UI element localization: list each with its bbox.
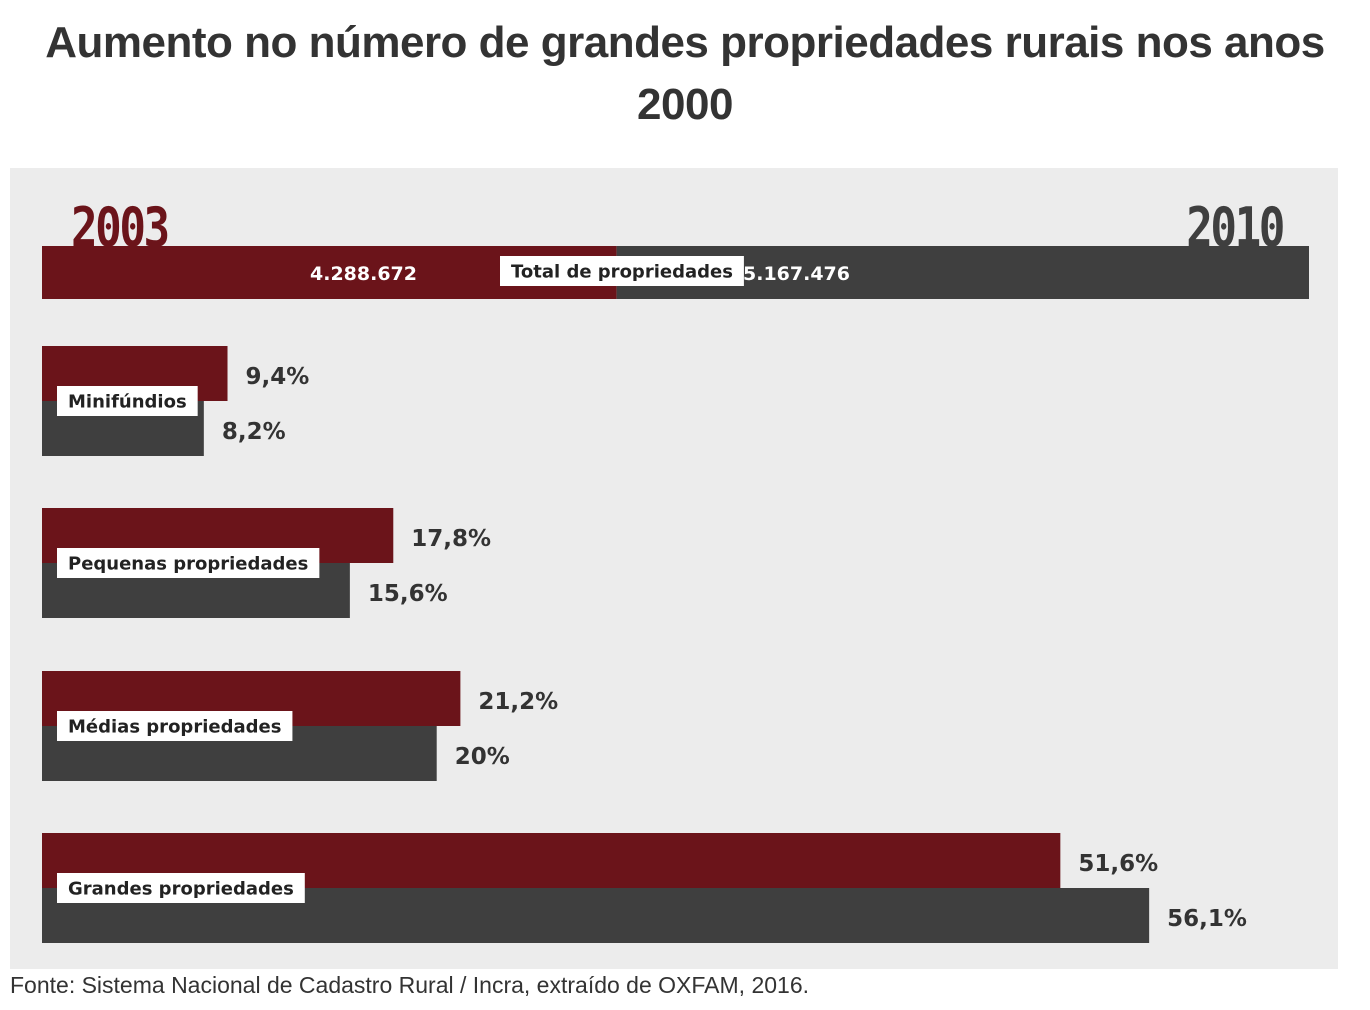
value-label-2010-minifundios: 8,2% xyxy=(222,419,286,445)
category-label-medias-propriedades-box xyxy=(57,711,293,741)
chart-panel: 2003 2010 4.288.672 5.167.476 Total de propr… xyxy=(10,168,1338,969)
value-label-2003-medias-propriedades: 21,2% xyxy=(478,689,558,715)
category-label-grandes-propriedades: Grandes propriedades xyxy=(68,878,294,899)
category-label-pequenas-propriedades-box xyxy=(57,548,320,578)
value-label-2010-grandes-propriedades: 56,1% xyxy=(1167,906,1247,932)
category-label-grandes-propriedades-box xyxy=(57,873,305,903)
total-label-box xyxy=(500,256,744,286)
total-label: Total de propriedades xyxy=(511,261,733,282)
value-label-2010-medias-propriedades: 20% xyxy=(455,744,510,770)
total-value-2010: 5.167.476 xyxy=(743,263,850,285)
value-label-2003-grandes-propriedades: 51,6% xyxy=(1078,851,1158,877)
category-label-minifundios: Minifúndios xyxy=(68,391,187,412)
chart-title: Aumento no número de grandes propriedade… xyxy=(45,18,1325,129)
source-note: Fonte: Sistema Nacional de Cadastro Rura… xyxy=(10,972,810,998)
value-label-2010-pequenas-propriedades: 15,6% xyxy=(368,581,448,607)
value-label-2003-pequenas-propriedades: 17,8% xyxy=(411,526,491,552)
category-label-minifundios-box xyxy=(57,386,198,416)
category-label-pequenas-propriedades: Pequenas propriedades xyxy=(68,553,308,574)
category-label-medias-propriedades: Médias propriedades xyxy=(68,716,281,737)
value-label-2003-minifundios: 9,4% xyxy=(246,364,310,390)
total-value-2003: 4.288.672 xyxy=(310,263,417,285)
